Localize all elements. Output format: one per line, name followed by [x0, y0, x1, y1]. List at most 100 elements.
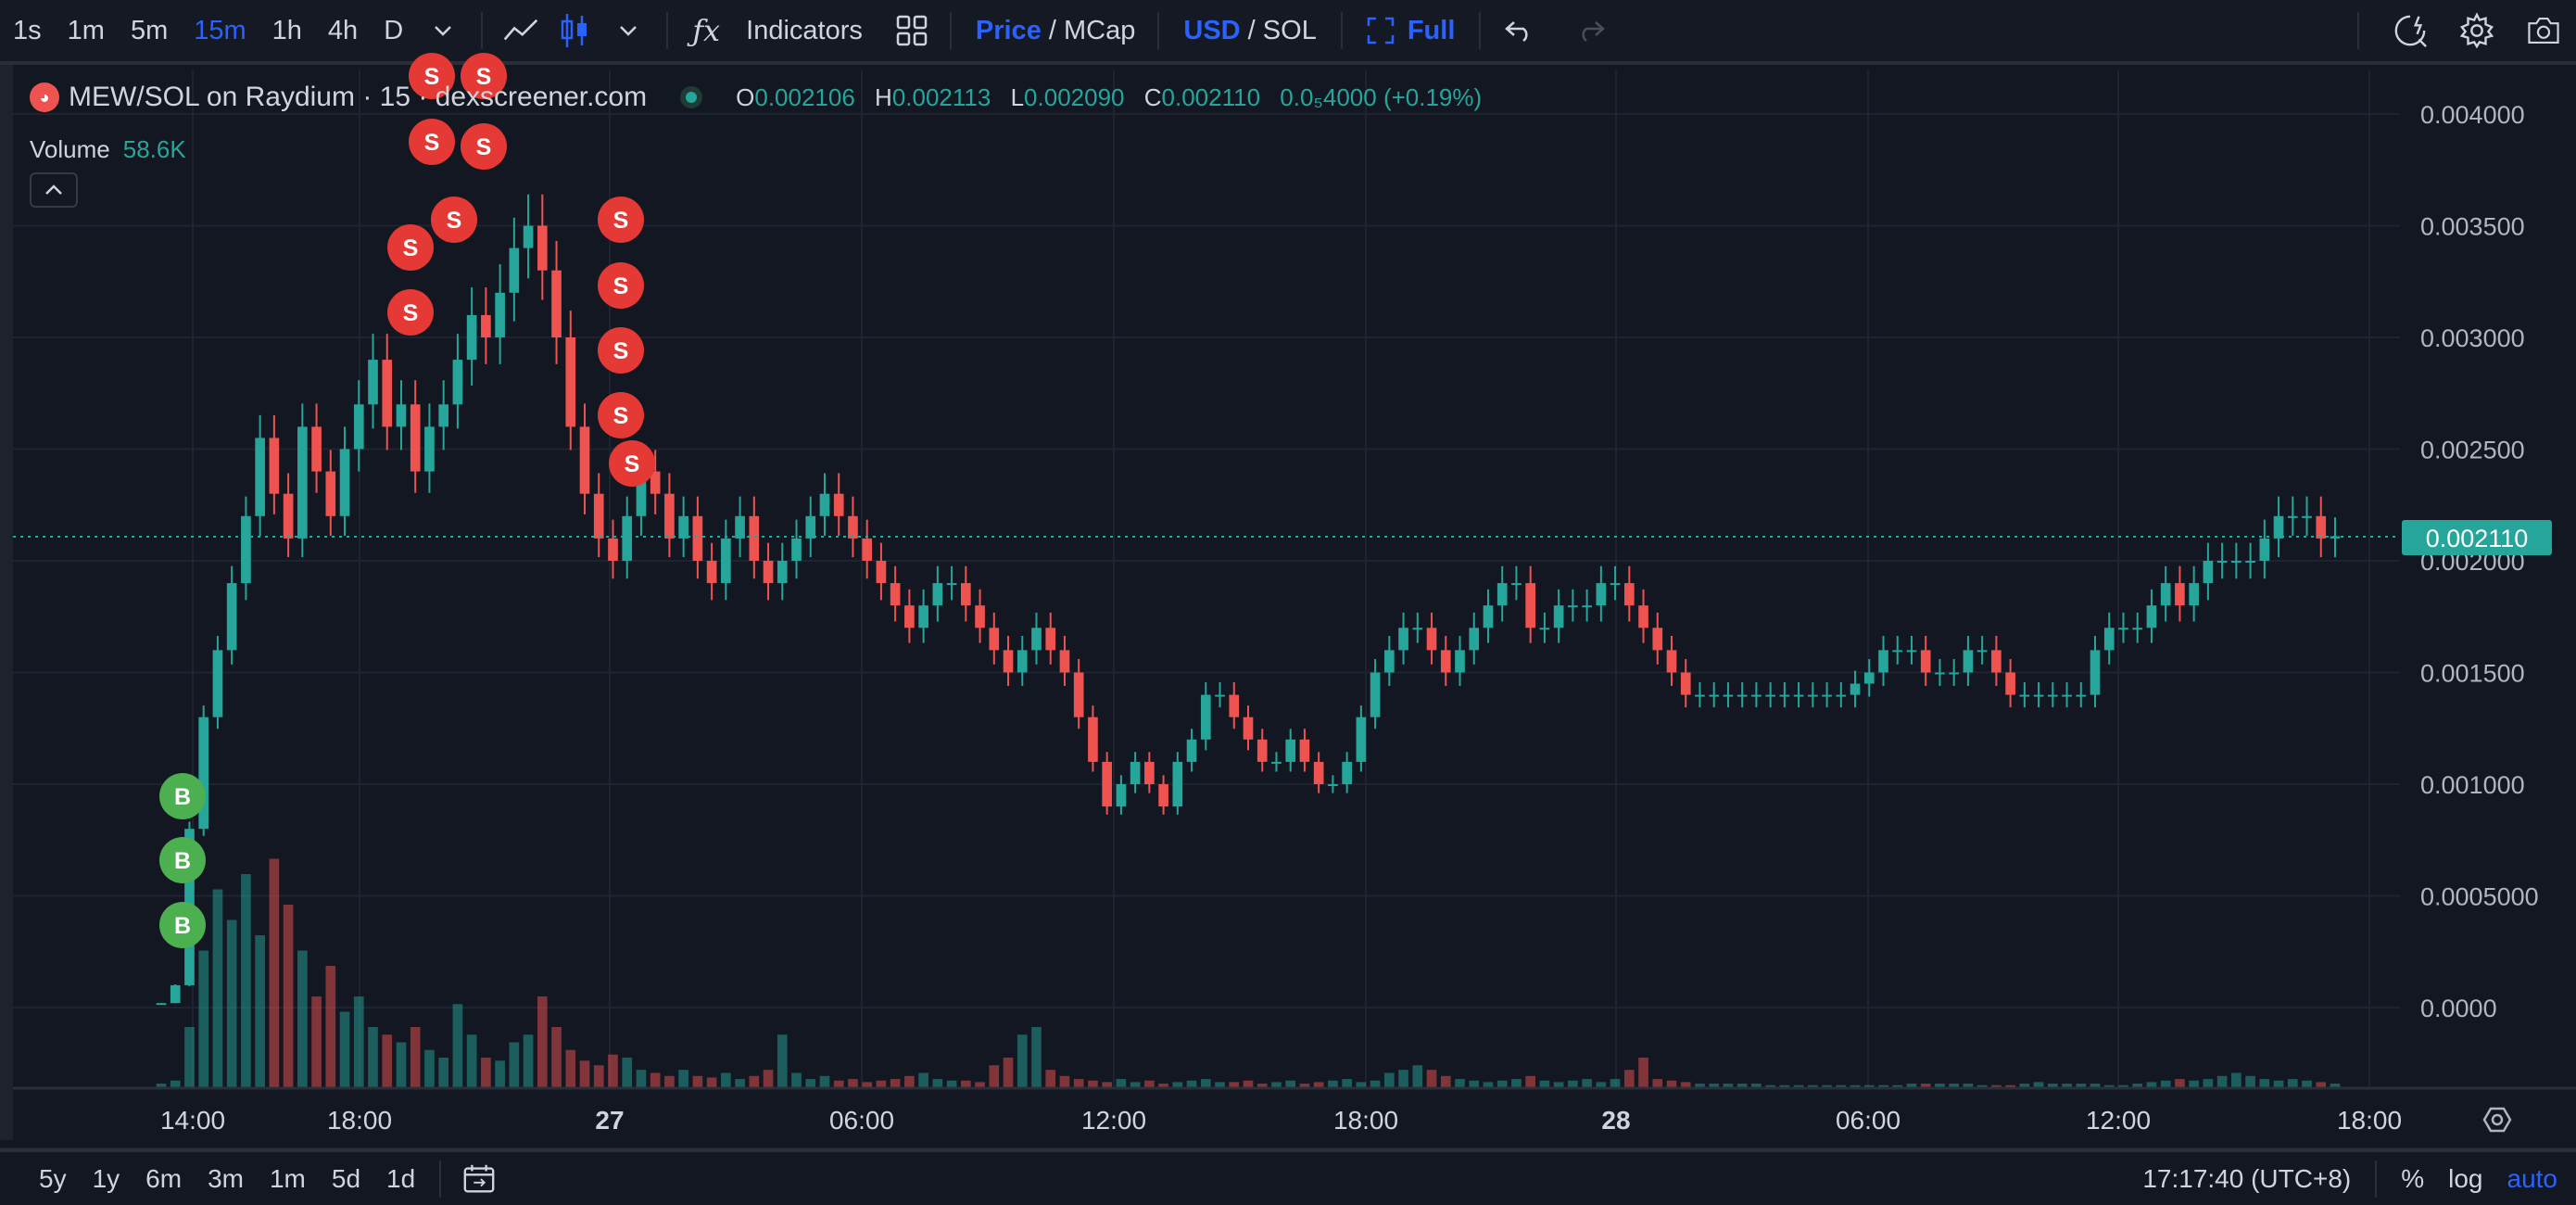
- sell-marker[interactable]: S: [461, 53, 507, 99]
- volume-bar: [960, 1080, 971, 1088]
- date-range-calendar-icon[interactable]: [461, 1161, 497, 1197]
- candle-body: [918, 605, 928, 628]
- redo-icon[interactable]: [1573, 13, 1609, 48]
- candle-body: [1666, 650, 1677, 673]
- interval-1h[interactable]: 1h: [271, 15, 302, 45]
- interval-1d[interactable]: D: [384, 15, 404, 45]
- sell-marker[interactable]: S: [409, 119, 455, 165]
- volume-bar: [2175, 1079, 2185, 1088]
- range-1m[interactable]: 1m: [269, 1163, 306, 1193]
- volume-bar: [1793, 1084, 1804, 1088]
- candle-body: [1836, 694, 1847, 697]
- volume-bar: [1652, 1079, 1663, 1088]
- range-3m[interactable]: 3m: [208, 1163, 244, 1193]
- buy-marker[interactable]: B: [159, 902, 206, 948]
- volume-bar: [1511, 1079, 1522, 1088]
- candle-body: [664, 493, 675, 539]
- volume-bar: [664, 1075, 675, 1088]
- volume-bar: [1172, 1082, 1183, 1088]
- interval-5m[interactable]: 5m: [130, 15, 169, 45]
- price-axis-label: 0.001500: [2420, 660, 2525, 688]
- candle-body: [1878, 650, 1888, 673]
- volume-bar: [1243, 1080, 1254, 1088]
- usd-option[interactable]: USD: [1183, 15, 1241, 45]
- candles-chart-icon[interactable]: [557, 13, 592, 48]
- sell-marker[interactable]: S: [598, 327, 644, 374]
- candle-body: [2259, 538, 2270, 561]
- sell-marker[interactable]: S: [409, 53, 455, 99]
- sell-marker[interactable]: S: [387, 224, 434, 271]
- volume-bar: [1836, 1084, 1847, 1088]
- interval-1m[interactable]: 1m: [67, 15, 105, 45]
- time-axis-settings-icon[interactable]: [2482, 1107, 2512, 1133]
- chart-type-chevron-icon[interactable]: [611, 13, 646, 48]
- sell-marker[interactable]: S: [431, 197, 477, 243]
- volume-bar: [2189, 1080, 2199, 1088]
- candle-body: [2118, 628, 2128, 630]
- volume-bar: [2047, 1084, 2058, 1088]
- collapse-legend-button[interactable]: [30, 172, 78, 208]
- interval-4h[interactable]: 4h: [327, 15, 359, 45]
- range-5d[interactable]: 5d: [331, 1163, 361, 1193]
- price-axis-label: 0.002500: [2420, 437, 2525, 464]
- line-chart-icon[interactable]: [503, 13, 538, 48]
- sell-marker[interactable]: S: [387, 289, 434, 336]
- volume-bar: [1892, 1084, 1903, 1088]
- mcap-option[interactable]: MCap: [1064, 15, 1136, 45]
- layout-grid-icon[interactable]: [894, 13, 929, 48]
- sol-option[interactable]: SOL: [1262, 15, 1317, 45]
- sell-marker[interactable]: S: [609, 440, 655, 487]
- camera-screenshot-icon[interactable]: [2526, 13, 2561, 48]
- candle-body: [1525, 583, 1536, 628]
- settings-gear-icon[interactable]: [2459, 12, 2494, 49]
- volume-bar: [1299, 1084, 1310, 1088]
- range-5y[interactable]: 5y: [39, 1163, 67, 1193]
- usd-sol-toggle[interactable]: USD / SOL: [1170, 16, 1329, 46]
- buy-marker[interactable]: B: [159, 773, 206, 819]
- sell-marker[interactable]: S: [598, 197, 644, 243]
- range-1y[interactable]: 1y: [92, 1163, 120, 1193]
- time-axis-label: 14:00: [160, 1106, 225, 1135]
- chart-pane[interactable]: [0, 65, 2576, 1140]
- volume-bar: [339, 1011, 350, 1088]
- price-axis[interactable]: 0.0040000.0035000.0030000.0025000.002000…: [2420, 101, 2539, 1022]
- candle-body: [1412, 628, 1423, 630]
- quick-search-icon[interactable]: [2393, 13, 2428, 48]
- candle-body: [1638, 605, 1648, 628]
- auto-scale-toggle[interactable]: auto: [2507, 1163, 2558, 1193]
- volume-bar: [1384, 1072, 1395, 1088]
- range-1d[interactable]: 1d: [386, 1163, 416, 1193]
- undo-icon[interactable]: [1501, 13, 1536, 48]
- percent-scale-toggle[interactable]: %: [2401, 1163, 2425, 1193]
- buy-marker[interactable]: B: [159, 837, 206, 883]
- indicators-fx-icon[interactable]: ƒx: [692, 13, 721, 48]
- candle-body: [382, 360, 393, 427]
- indicators-button[interactable]: Indicators: [746, 15, 863, 45]
- interval-dropdown-chevron-icon[interactable]: [425, 13, 461, 48]
- volume-bar: [410, 1027, 421, 1088]
- symbol-title[interactable]: MEW/SOL on Raydium · 15 · dexscreener.co…: [69, 82, 648, 112]
- bottom-toolbar: 5y 1y 6m 3m 1m 5d 1d 17:17:40 (UTC+8) % …: [0, 1149, 2576, 1205]
- interval-15m[interactable]: 15m: [194, 15, 246, 45]
- range-6m[interactable]: 6m: [145, 1163, 183, 1193]
- time-axis-label: 18:00: [327, 1106, 392, 1135]
- interval-1s[interactable]: 1s: [13, 15, 42, 45]
- price-option[interactable]: Price: [975, 15, 1042, 45]
- time-axis[interactable]: 14:00 18:00 27 06:00 12:00 18:00 28 06:00 12:00 1…: [160, 1106, 2402, 1135]
- candle-body: [1963, 650, 1974, 673]
- fullscreen-icon[interactable]: [1363, 13, 1398, 48]
- volume-bar: [1539, 1080, 1550, 1088]
- sell-marker[interactable]: S: [461, 123, 507, 170]
- toolbar-divider: [1157, 12, 1160, 49]
- full-button[interactable]: Full: [1407, 15, 1456, 45]
- price-mcap-toggle[interactable]: Price / MCap: [963, 16, 1136, 46]
- clock-timezone[interactable]: 17:17:40 (UTC+8): [2142, 1163, 2352, 1193]
- volume-bar: [396, 1042, 407, 1088]
- log-scale-toggle[interactable]: log: [2448, 1163, 2483, 1193]
- sell-marker[interactable]: S: [598, 262, 644, 309]
- volume-bar: [2132, 1084, 2143, 1088]
- candle-body: [904, 605, 915, 628]
- sell-marker[interactable]: S: [598, 392, 644, 438]
- live-status-dot-icon: [680, 86, 703, 108]
